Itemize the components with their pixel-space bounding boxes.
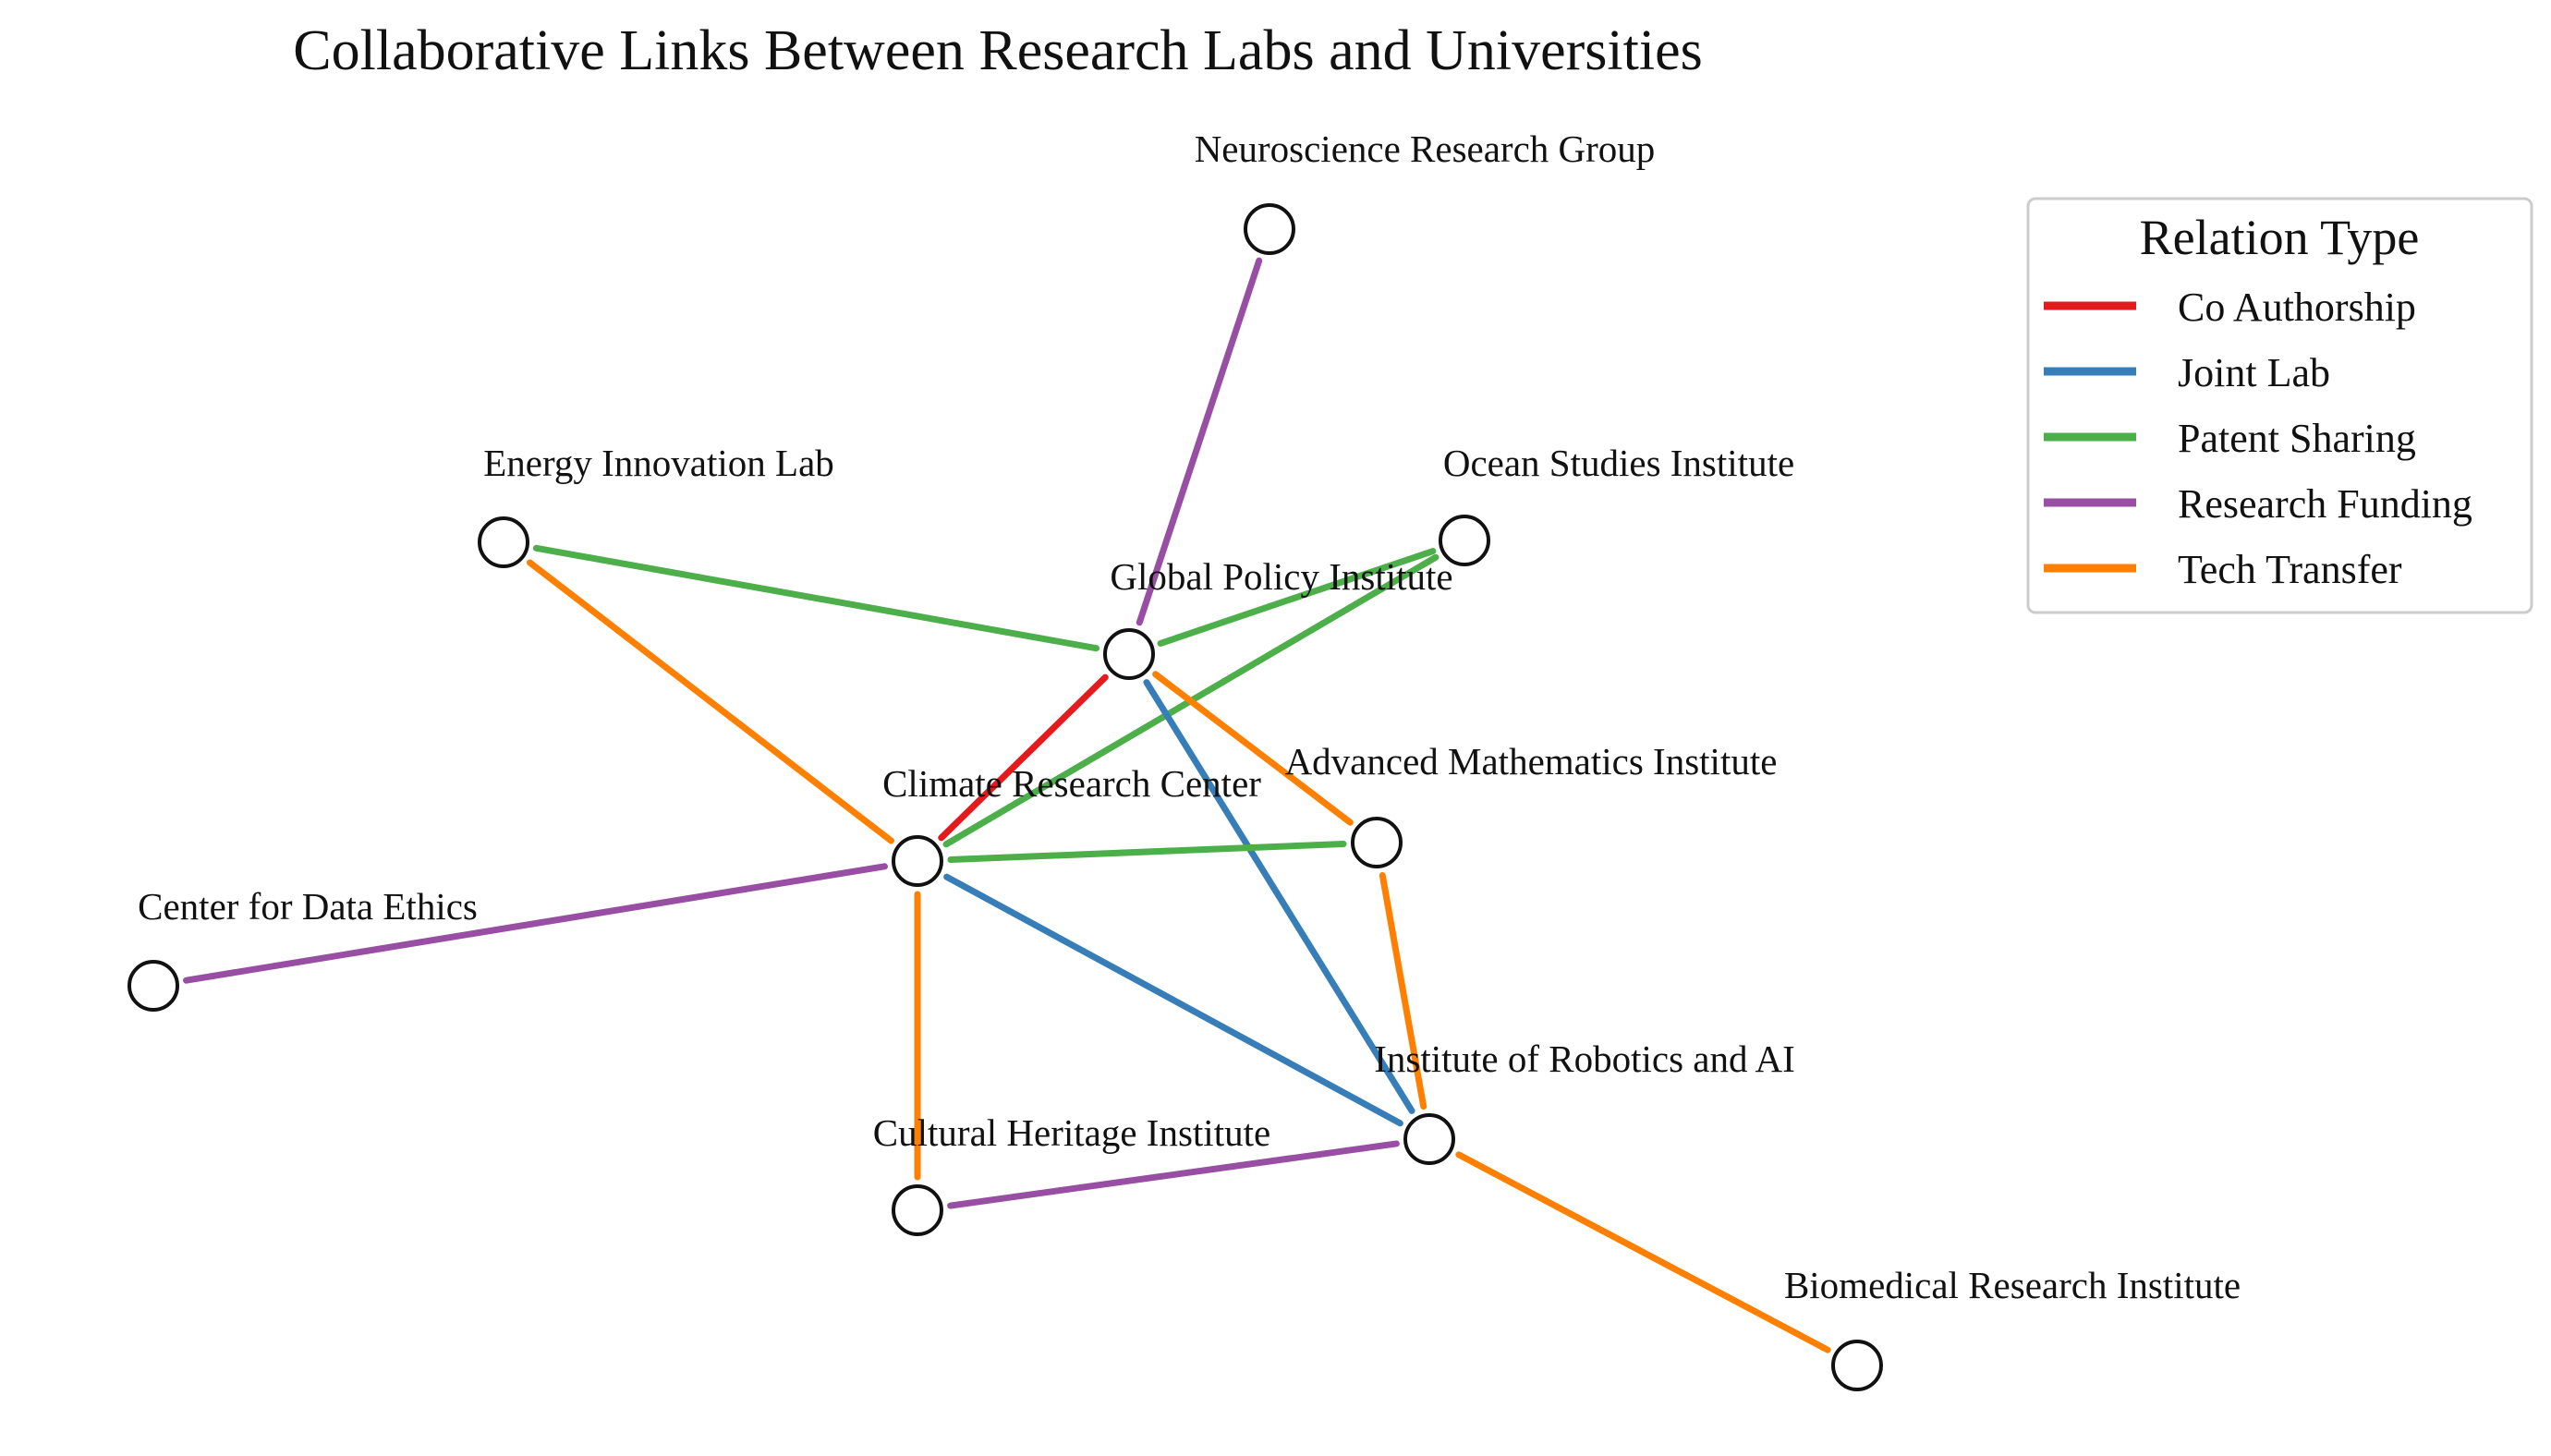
node-energy[interactable]: [478, 516, 529, 568]
edge-global-climate-co-authorship: [938, 673, 1109, 842]
labels-layer: Neuroscience Research Group Energy Innova…: [138, 127, 2241, 1306]
edge-ethics-climate-research-funding: [183, 863, 888, 984]
node-ocean[interactable]: [1439, 515, 1490, 566]
node-label-global: Global Policy Institute: [1110, 555, 1452, 598]
edge-energy-climate-tech-transfer: [527, 559, 894, 844]
node-label-ocean: Ocean Studies Institute: [1443, 442, 1794, 484]
node-global[interactable]: [1103, 628, 1155, 680]
edge-global-math-tech-transfer: [1152, 671, 1354, 826]
node-math[interactable]: [1351, 817, 1403, 868]
node-climate[interactable]: [892, 835, 943, 887]
legend-label-patent-sharing: Patent Sharing: [2178, 416, 2416, 461]
edge-climate-robotics-joint-lab: [943, 873, 1403, 1127]
node-label-ethics: Center for Data Ethics: [138, 885, 478, 928]
node-biomed[interactable]: [1831, 1340, 1883, 1391]
edge-math-robotics-tech-transfer: [1379, 871, 1427, 1110]
legend-title: Relation Type: [2140, 210, 2420, 265]
node-label-heritage: Cultural Heritage Institute: [873, 1111, 1270, 1154]
edge-neuro-global-research-funding: [1136, 257, 1263, 626]
node-label-robotics: Institute of Robotics and AI: [1374, 1037, 1795, 1080]
edge-heritage-robotics-research-funding: [947, 1140, 1400, 1209]
node-ethics[interactable]: [128, 960, 179, 1012]
node-neuro[interactable]: [1244, 203, 1295, 255]
edge-energy-global-patent-sharing: [532, 544, 1100, 652]
legend-label-research-funding: Research Funding: [2178, 481, 2472, 527]
chart-title: Collaborative Links Between Research Lab…: [293, 19, 1702, 82]
node-robotics[interactable]: [1403, 1113, 1455, 1165]
node-label-biomed: Biomedical Research Institute: [1784, 1264, 2241, 1306]
legend-label-co-authorship: Co Authorship: [2178, 285, 2416, 330]
node-label-math: Advanced Mathematics Institute: [1285, 740, 1778, 783]
node-label-climate: Climate Research Center: [882, 762, 1261, 805]
edge-global-ocean-patent-sharing: [1157, 548, 1437, 647]
legend-frame: [2026, 197, 2533, 614]
node-label-neuro: Neuroscience Research Group: [1195, 127, 1656, 170]
node-label-energy: Energy Innovation Lab: [483, 442, 834, 484]
legend: Relation Type Co Authorship Joint Lab Pate…: [2026, 197, 2533, 614]
legend-label-joint-lab: Joint Lab: [2178, 350, 2330, 395]
node-heritage[interactable]: [892, 1184, 943, 1236]
edges-layer: [183, 257, 1831, 1353]
edge-global-robotics-joint-lab: [1143, 679, 1415, 1114]
legend-items: Co Authorship Joint Lab Patent Sharing Rese…: [2044, 285, 2472, 592]
edge-climate-math-patent-sharing: [947, 840, 1347, 864]
nodes-layer: [128, 203, 1883, 1391]
edge-robotics-biomed-tech-transfer: [1455, 1151, 1831, 1353]
legend-label-tech-transfer: Tech Transfer: [2178, 547, 2402, 592]
